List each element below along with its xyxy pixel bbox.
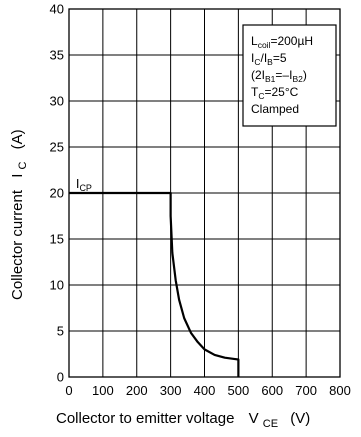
x-tick-label: 400 bbox=[194, 383, 216, 398]
condition-box-frame bbox=[242, 24, 337, 127]
y-tick-label: 20 bbox=[50, 186, 64, 201]
x-axis-symbol: V bbox=[249, 410, 259, 427]
condition-line: (2IB1=–IB2) bbox=[251, 68, 307, 84]
series-layer bbox=[69, 191, 240, 377]
condition-line: Clamped bbox=[251, 102, 299, 116]
condition-line: TC=25°C bbox=[251, 85, 299, 101]
y-tick-labels: 0 5 10 15 20 25 30 35 40 bbox=[50, 2, 64, 385]
x-tick-label: 300 bbox=[160, 383, 182, 398]
y-tick-label: 5 bbox=[57, 324, 64, 339]
condition-line: IC/IB=5 bbox=[251, 51, 287, 67]
x-tick-label: 700 bbox=[295, 383, 317, 398]
condition-line: Lcoil=200µH bbox=[251, 34, 313, 50]
y-tick-label: 10 bbox=[50, 278, 64, 293]
annotation-icp: ICP bbox=[76, 176, 92, 193]
y-tick-label: 40 bbox=[50, 2, 64, 17]
y-axis-symbol-sub: C bbox=[17, 161, 29, 169]
series-line bbox=[69, 191, 240, 377]
x-tick-label: 600 bbox=[261, 383, 283, 398]
x-tick-labels: 0 100 200 300 400 500 600 700 800 bbox=[65, 383, 350, 398]
x-tick-label: 500 bbox=[228, 383, 250, 398]
y-axis-title: Collector current I C (A) bbox=[9, 129, 30, 300]
x-tick-label: 200 bbox=[126, 383, 148, 398]
y-axis-unit: (A) bbox=[9, 129, 26, 149]
y-tick-label: 0 bbox=[57, 370, 64, 385]
condition-box: Lcoil=200µHIC/IB=5(2IB1=–IB2)TC=25°CClam… bbox=[242, 24, 337, 127]
x-tick-label: 100 bbox=[92, 383, 114, 398]
x-axis-symbol-sub: CE bbox=[263, 418, 278, 430]
y-tick-label: 15 bbox=[50, 232, 64, 247]
x-tick-label: 800 bbox=[329, 383, 351, 398]
y-axis-symbol: I bbox=[9, 174, 26, 178]
x-axis-unit: (V) bbox=[290, 410, 310, 427]
x-axis-title: Collector to emitter voltage V CE (V) bbox=[56, 410, 310, 431]
y-tick-label: 25 bbox=[50, 140, 64, 155]
x-axis-label: Collector to emitter voltage bbox=[56, 410, 234, 427]
y-tick-label: 35 bbox=[50, 48, 64, 63]
x-tick-label: 0 bbox=[65, 383, 72, 398]
annotations: ICP bbox=[76, 176, 92, 193]
y-tick-label: 30 bbox=[50, 94, 64, 109]
y-axis-label: Collector current bbox=[9, 189, 26, 300]
